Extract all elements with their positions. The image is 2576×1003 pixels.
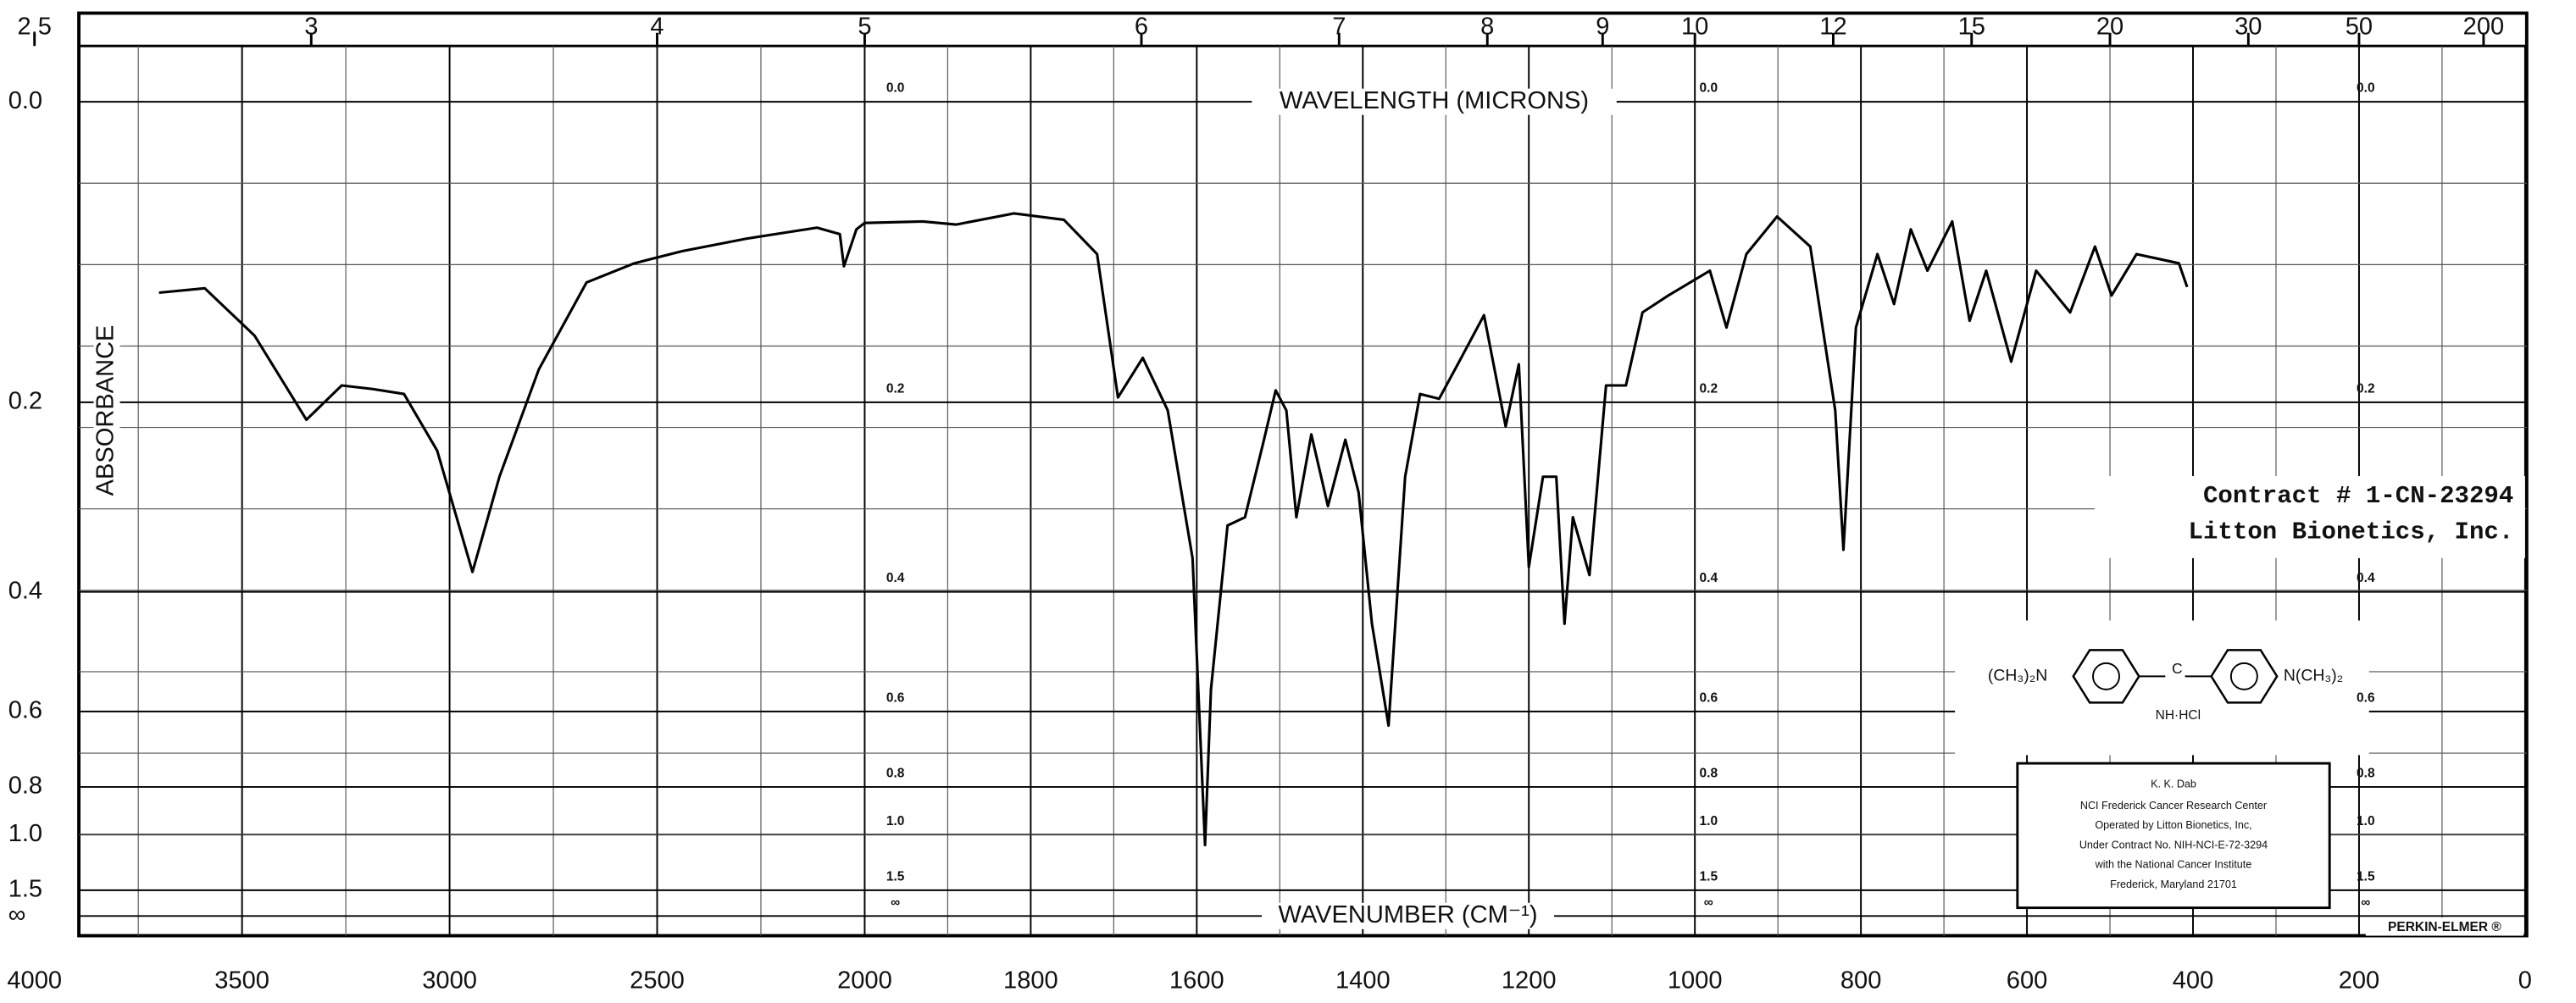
y-axis-title: ABSORBANCE [92, 325, 119, 496]
marks [158, 212, 2189, 847]
stamp-box [2016, 762, 2331, 910]
inner-y-label: 0.4 [2357, 571, 2375, 585]
x2-tick-label: 3 [304, 14, 318, 41]
annotation-bg [2094, 475, 2525, 558]
stamp-line: Operated by Litton Bionetics, Inc, [2095, 819, 2251, 831]
structure-label: N(CH₃)₂ [2284, 667, 2343, 685]
x2-tick-label: 2.5 [18, 14, 52, 41]
stamp-line: K. K. Dab [2151, 779, 2196, 790]
structure-label: (CH₃)₂N [1988, 667, 2047, 685]
inner-y-label: 0.4 [1700, 571, 1718, 585]
structure-bg [1955, 620, 2369, 756]
inner-y-label: 1.0 [1700, 814, 1718, 828]
x2-tick-label: 9 [1596, 14, 1609, 41]
ring [2210, 649, 2279, 704]
x-tick-label: 4000 [7, 967, 62, 994]
stamp-line: NCI Frederick Cancer Research Center [2080, 800, 2267, 812]
inner-y-label: 1.5 [2357, 869, 2375, 884]
x-tick-label: 2000 [837, 967, 892, 994]
stamp-line: with the National Cancer Institute [2095, 859, 2252, 871]
x-tick-label: 1200 [1502, 967, 1557, 994]
x2-tick-label: 5 [858, 14, 871, 41]
x2-tick-label: 10 [1681, 14, 1708, 41]
inner-y-label: 0.6 [2357, 690, 2375, 705]
y-tick-label: ∞ [8, 901, 26, 928]
ring-circle [2092, 662, 2120, 690]
x-tick-label: 1000 [1668, 967, 1723, 994]
x-tick-label: 1400 [1335, 967, 1391, 994]
stamp-line: Under Contract No. NIH-NCI-E-72-3294 [2079, 839, 2268, 851]
structure-label: C [2172, 660, 2183, 677]
x2-tick-label: 7 [1332, 14, 1346, 41]
y-tick-label: 0.8 [8, 773, 42, 800]
ring-circle [2229, 662, 2258, 690]
y-tick-label: 0.2 [8, 388, 42, 415]
y-label-bg [93, 328, 120, 493]
grid [33, 32, 2527, 936]
inner-y-label: 0.2 [2357, 381, 2375, 396]
y-tick-label: 0.4 [8, 577, 42, 604]
stamp: K. K. Dab NCI Frederick Cancer Research … [2016, 762, 2331, 910]
inner-y-label: 0.2 [886, 381, 905, 396]
inner-y-label: 1.0 [886, 814, 905, 828]
inner-y-label: 0.6 [1700, 690, 1718, 705]
structure: (CH₃)₂N C NH·HCl N(CH₃)₂ [1955, 620, 2369, 756]
y-tick-label: 1.5 [8, 876, 42, 903]
spectrum-line [158, 212, 2189, 847]
x2-tick-label: 200 [2463, 14, 2505, 41]
x-tick-label: 600 [2007, 967, 2048, 994]
inner-y-label: 0.2 [1700, 381, 1718, 396]
annotation: Litton Bionetics, Inc. [2189, 518, 2514, 546]
inner-y-label: 0.0 [886, 81, 905, 96]
x2-tick-label: 8 [1480, 14, 1494, 41]
inner-y-label: 0.8 [2357, 767, 2375, 781]
inner-y-label: 1.5 [886, 869, 905, 884]
x2-label-bg [1252, 88, 1617, 115]
x-tick-label: 800 [1840, 967, 1882, 994]
brand: PERKIN-ELMER ® [2388, 920, 2501, 934]
x-tick-label: 2500 [630, 967, 685, 994]
x-tick-label: 0 [2518, 967, 2532, 994]
x2-tick-label: 4 [650, 14, 663, 41]
x-label-bg [1261, 902, 1555, 929]
stamp-line: Frederick, Maryland 21701 [2110, 878, 2237, 890]
x-tick-label: 1600 [1169, 967, 1224, 994]
inner-y-label: 0.0 [2357, 81, 2375, 96]
x2-tick-label: 15 [1958, 14, 1985, 41]
x2-tick-label: 6 [1135, 14, 1148, 41]
x-tick-label: 200 [2339, 967, 2380, 994]
inner-y-label: 0.6 [886, 690, 905, 705]
inner-y-label: 0.4 [886, 571, 905, 585]
x2-tick-label: 50 [2346, 14, 2373, 41]
brand-bg [2365, 917, 2523, 936]
x2-axis-title: WAVELENGTH (MICRONS) [1280, 87, 1589, 114]
x-tick-label: 1800 [1003, 967, 1058, 994]
x2-tick-label: 12 [1819, 14, 1846, 41]
inner-y-label: 1.0 [2357, 814, 2375, 828]
annotation: Contract # 1-CN-23294 [2203, 482, 2513, 510]
inner-y-label: ∞ [2361, 895, 2370, 910]
inner-y-label: 0.8 [886, 767, 905, 781]
x-tick-label: 3000 [422, 967, 477, 994]
x-axis-title: WAVENUMBER (CM⁻¹) [1279, 901, 1538, 928]
x-tick-label: 3500 [214, 967, 269, 994]
y-tick-label: 1.0 [8, 820, 42, 847]
inner-y-label: 0.8 [1700, 767, 1718, 781]
inner-y-label: ∞ [1704, 895, 1713, 910]
y-tick-label: 0.0 [8, 87, 42, 114]
frame [77, 11, 2529, 938]
x2-tick-label: 30 [2235, 14, 2262, 41]
y-tick-label: 0.6 [8, 697, 42, 724]
structure-label: NH·HCl [2156, 708, 2201, 723]
inner-y-label: ∞ [891, 895, 900, 910]
x-tick-label: 400 [2173, 967, 2214, 994]
x2-tick-label: 20 [2096, 14, 2124, 41]
inner-y-label: 1.5 [1700, 869, 1718, 884]
inner-y-label: 0.0 [1700, 81, 1718, 96]
